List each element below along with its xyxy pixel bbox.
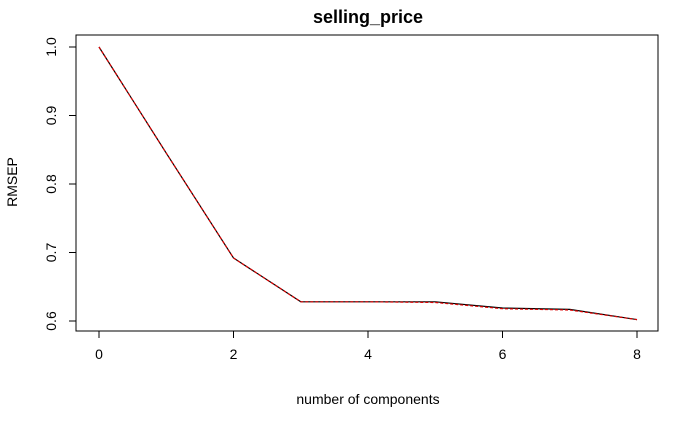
series-layer bbox=[98, 46, 638, 321]
x-tick-label: 0 bbox=[95, 346, 103, 362]
y-tick-label: 0.9 bbox=[43, 106, 59, 126]
chart-title: selling_price bbox=[313, 7, 423, 27]
x-axis-label: number of components bbox=[296, 391, 439, 407]
y-tick-label: 0.6 bbox=[43, 311, 59, 331]
y-tick-label: 1.0 bbox=[43, 37, 59, 57]
series-line-2 bbox=[98, 46, 638, 321]
y-tick-label: 0.7 bbox=[43, 243, 59, 263]
x-tick-label: 6 bbox=[499, 346, 507, 362]
y-axis-label: RMSEP bbox=[4, 157, 20, 207]
x-tick-label: 2 bbox=[230, 346, 238, 362]
series-line-1 bbox=[98, 46, 638, 321]
x-axis: 0 2 4 6 8 bbox=[95, 330, 641, 362]
y-tick-label: 0.8 bbox=[43, 174, 59, 194]
x-tick-label: 4 bbox=[364, 346, 372, 362]
plot-frame bbox=[75, 34, 659, 332]
y-axis: 0.6 0.7 0.8 0.9 1.0 bbox=[43, 37, 77, 331]
x-tick-label: 8 bbox=[633, 346, 641, 362]
